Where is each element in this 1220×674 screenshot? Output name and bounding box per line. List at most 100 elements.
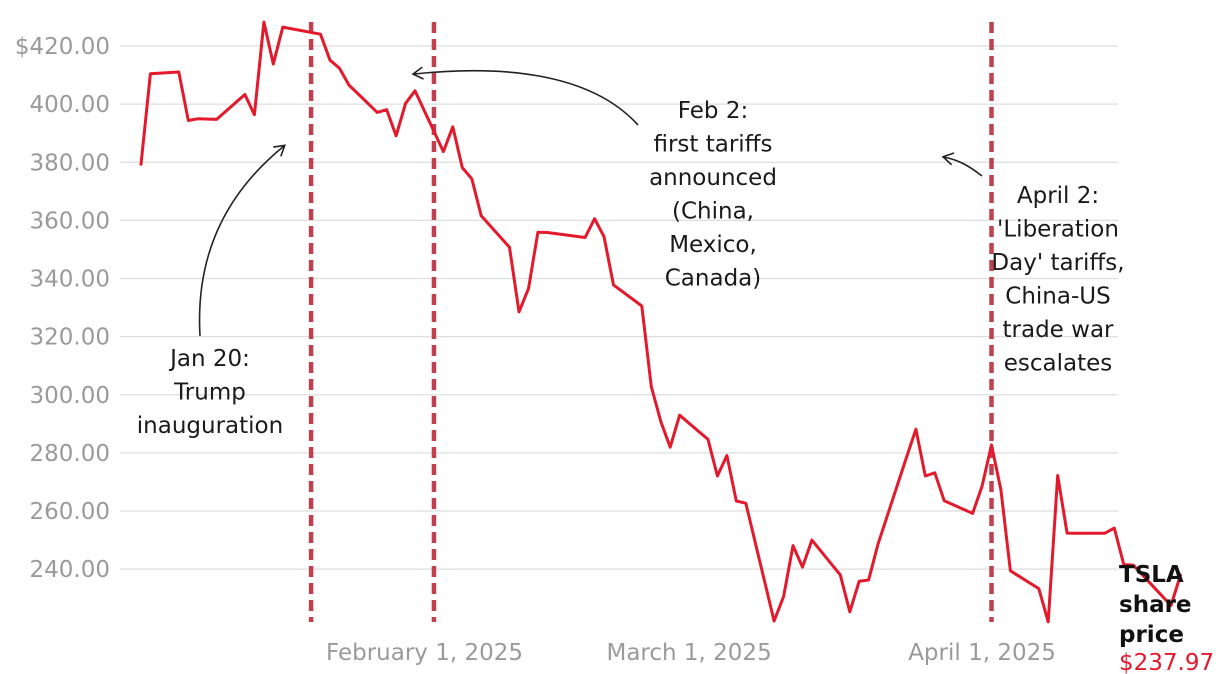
series-label-text: price	[1119, 622, 1184, 648]
data-point	[867, 579, 870, 582]
y-tick-label: 360.00	[30, 208, 110, 234]
annotation-text: Canada)	[665, 266, 762, 292]
data-point	[243, 93, 246, 96]
annotation-text: trade war	[1003, 317, 1115, 343]
data-point	[1113, 527, 1116, 530]
y-tick-label: 280.00	[30, 441, 110, 467]
y-gridlines	[120, 45, 1118, 570]
y-tick-label: 240.00	[30, 557, 110, 583]
last-price-label: $237.97	[1119, 650, 1214, 674]
series-layer	[139, 20, 1182, 624]
inauguration-arrow	[198, 144, 286, 337]
data-point	[451, 125, 454, 128]
data-point	[1056, 474, 1059, 477]
data-point	[253, 113, 256, 116]
data-point	[943, 499, 946, 502]
data-point	[659, 420, 662, 423]
annotation-text: escalates	[1004, 351, 1113, 377]
data-point	[140, 163, 143, 166]
y-tick-label: 300.00	[30, 383, 110, 409]
data-point	[603, 235, 606, 238]
data-point	[508, 246, 511, 249]
data-point	[877, 542, 880, 545]
data-point	[640, 305, 643, 308]
data-point	[376, 111, 379, 114]
data-point	[518, 310, 521, 313]
x-tick-label: March 1, 2025	[606, 640, 771, 666]
data-point	[470, 177, 473, 180]
x-axis-ticks: February 1, 2025 March 1, 2025 April 1, 20…	[326, 640, 1056, 666]
data-point	[848, 610, 851, 613]
data-point	[262, 21, 265, 24]
data-point	[414, 89, 417, 92]
data-point	[773, 620, 776, 623]
annotations: Jan 20: Trump inauguration Feb 2: first tari…	[137, 98, 1125, 439]
data-point	[839, 573, 842, 576]
data-point	[905, 456, 908, 459]
data-point	[187, 119, 190, 122]
data-point	[924, 475, 927, 478]
annotation-text: Day' tariffs,	[991, 250, 1124, 276]
data-point	[1075, 532, 1078, 535]
data-point	[999, 488, 1002, 491]
annotation-text: inauguration	[137, 413, 283, 439]
annotation-text: 'Liberation	[997, 217, 1119, 243]
annotation-text: announced	[649, 165, 777, 191]
data-point	[461, 166, 464, 169]
data-point	[338, 67, 341, 70]
annotation-text: Trump	[173, 380, 246, 406]
data-point	[536, 231, 539, 234]
event-lines	[308, 22, 994, 622]
data-point	[744, 502, 747, 505]
annotation-text: April 2:	[1017, 183, 1099, 209]
data-point	[858, 580, 861, 583]
series-label-text: TSLA	[1119, 562, 1184, 588]
data-point	[584, 236, 587, 239]
y-tick-label: 380.00	[30, 150, 110, 176]
data-point	[215, 118, 218, 121]
data-point	[319, 33, 322, 36]
series-label: TSLA share price$237.97	[1119, 562, 1214, 674]
data-point	[196, 117, 199, 120]
data-point	[650, 385, 653, 388]
y-tick-label: 340.00	[30, 267, 110, 293]
data-point	[725, 454, 728, 457]
x-tick-label: February 1, 2025	[326, 640, 523, 666]
data-point	[678, 414, 681, 417]
annotation-arrows	[198, 66, 983, 337]
data-point	[914, 428, 917, 431]
series-label-text: share	[1119, 592, 1192, 618]
data-point	[1009, 569, 1012, 572]
data-point	[177, 71, 180, 74]
data-point	[612, 283, 615, 286]
data-point	[593, 217, 596, 220]
data-point	[1037, 587, 1040, 590]
data-point	[707, 438, 710, 441]
tsla-price-line	[139, 20, 1182, 624]
x-tick-label: April 1, 2025	[908, 640, 1056, 666]
annotation-text: Feb 2:	[678, 98, 748, 124]
data-point	[1103, 532, 1106, 535]
y-tick-label: 320.00	[30, 325, 110, 351]
data-point	[480, 214, 483, 217]
data-point	[981, 485, 984, 488]
data-point	[149, 72, 152, 75]
data-point	[990, 443, 993, 446]
data-point	[404, 102, 407, 105]
data-point	[933, 471, 936, 474]
data-point	[792, 544, 795, 547]
data-point	[735, 500, 738, 503]
annotation-text: China-US	[1005, 284, 1110, 310]
data-point	[347, 84, 350, 87]
data-point	[782, 595, 785, 598]
data-point	[716, 475, 719, 478]
annotation-text: first tariffs	[653, 132, 772, 158]
y-tick-label: $420.00	[15, 34, 110, 60]
data-point	[971, 512, 974, 515]
data-point	[395, 134, 398, 137]
data-point	[385, 108, 388, 111]
annotation-text: Jan 20:	[168, 346, 250, 372]
data-point	[810, 539, 813, 542]
annotation-text: (China,	[672, 199, 754, 225]
